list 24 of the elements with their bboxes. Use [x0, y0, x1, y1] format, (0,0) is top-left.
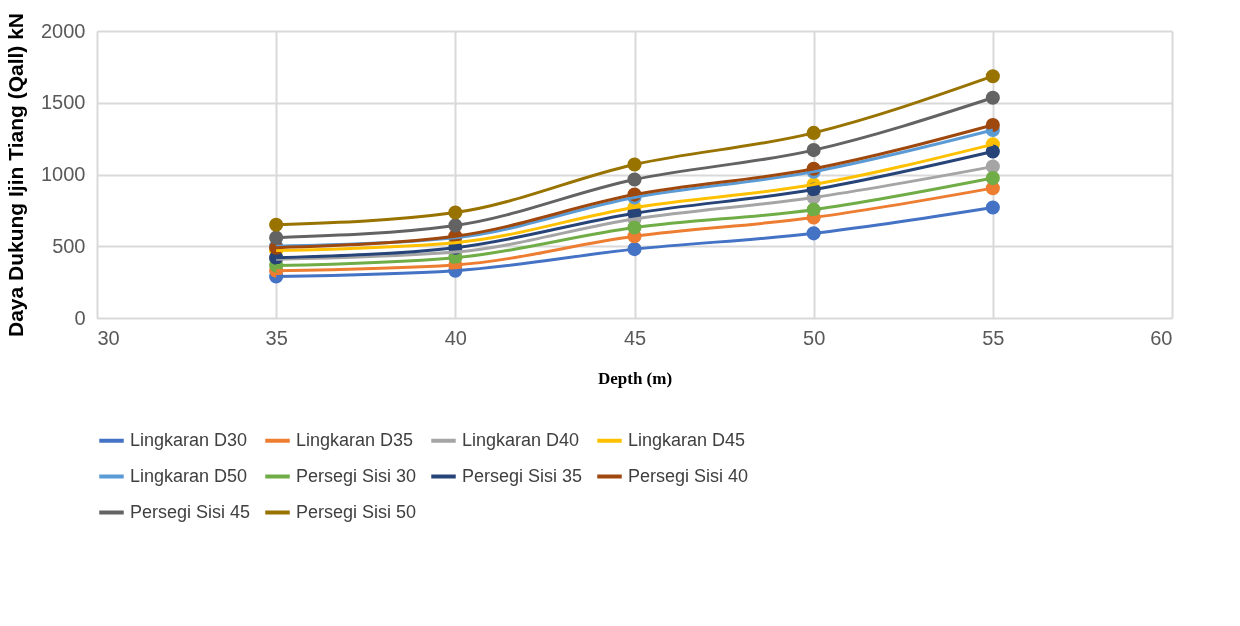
y-tick-label: 1000: [41, 163, 86, 185]
legend-label: Lingkaran D45: [628, 429, 746, 450]
x-tick-label: 35: [265, 326, 288, 349]
legend-label: Lingkaran D35: [296, 429, 414, 450]
y-axis-title: Daya Dukung Ijin Tiang (Qall) kN: [4, 13, 28, 337]
y-tick-label: 500: [52, 234, 86, 257]
legend-label: Lingkaran D50: [130, 465, 248, 486]
legend-label: Persegi Sisi 40: [628, 465, 749, 486]
y-tick-label: 2000: [41, 19, 86, 42]
x-tick-label: 60: [1150, 326, 1173, 349]
x-tick-label: 30: [97, 326, 120, 349]
legend-label: Persegi Sisi 45: [130, 501, 251, 522]
legend-label: Persegi Sisi 30: [296, 465, 417, 486]
x-tick-label: 50: [803, 326, 826, 349]
x-tick-label: 40: [444, 326, 467, 349]
x-tick-label: 45: [623, 326, 647, 349]
legend-label: Lingkaran D30: [130, 429, 248, 450]
y-tick-label: 0: [74, 306, 86, 329]
legend-label: Lingkaran D40: [462, 429, 580, 450]
legend-label: Persegi Sisi 50: [296, 501, 417, 522]
x-tick-label: 55: [982, 326, 1005, 349]
x-axis-title: Depth (m): [597, 368, 673, 388]
legend-label: Persegi Sisi 35: [462, 465, 583, 486]
y-tick-label: 1500: [41, 91, 86, 114]
